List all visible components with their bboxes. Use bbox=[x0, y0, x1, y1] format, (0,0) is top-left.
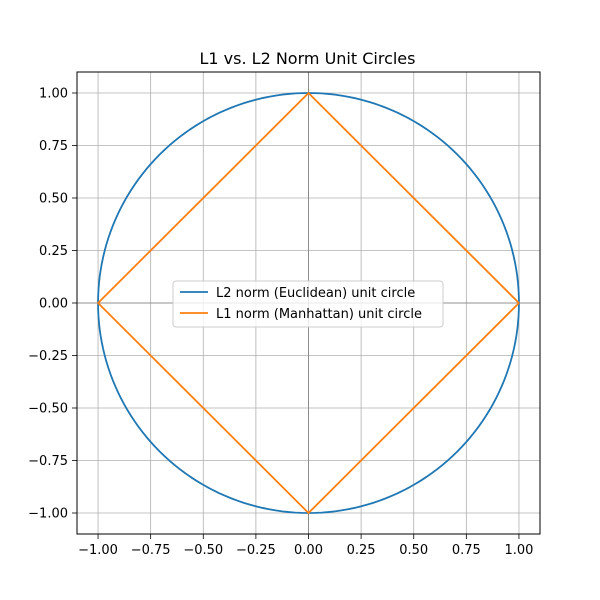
y-tick-label: 1.00 bbox=[39, 87, 68, 102]
y-tick-label: 0.75 bbox=[39, 139, 68, 154]
y-tick-label: 0.00 bbox=[39, 297, 68, 312]
x-tick-label: −0.50 bbox=[183, 543, 223, 558]
l1-unit-diamond-line bbox=[97, 92, 520, 514]
legend: L2 norm (Euclidean) unit circle L1 norm … bbox=[172, 280, 444, 328]
y-tick-label: 0.50 bbox=[39, 192, 68, 207]
y-tick-label: −0.75 bbox=[28, 454, 68, 469]
legend-label-l2: L2 norm (Euclidean) unit circle bbox=[216, 286, 415, 301]
y-tick-label: −0.25 bbox=[28, 349, 68, 364]
y-tick-label: 0.25 bbox=[39, 244, 68, 259]
y-tick-label: −1.00 bbox=[28, 507, 68, 522]
x-tick-label: −0.75 bbox=[131, 543, 171, 558]
legend-label-l1: L1 norm (Manhattan) unit circle bbox=[216, 307, 422, 322]
x-tick-label: −1.00 bbox=[78, 543, 118, 558]
x-tick-label: −0.25 bbox=[236, 543, 276, 558]
x-axis: −1.00 −0.75 −0.50 −0.25 0.00 0.25 0.50 0.75 1.00 bbox=[78, 534, 533, 558]
y-tick-label: −0.50 bbox=[28, 402, 68, 417]
x-tick-label: 1.00 bbox=[504, 543, 533, 558]
x-tick-label: 0.75 bbox=[452, 543, 481, 558]
x-tick-label: 0.25 bbox=[347, 543, 376, 558]
chart-title: L1 vs. L2 Norm Unit Circles bbox=[200, 49, 416, 68]
y-axis: −1.00 −0.75 −0.50 −0.25 0.00 0.25 0.50 0.75 1.00 bbox=[28, 87, 77, 522]
x-tick-label: 0.00 bbox=[294, 543, 323, 558]
series-layer bbox=[97, 92, 520, 514]
legend-frame bbox=[172, 280, 444, 328]
x-tick-label: 0.50 bbox=[399, 543, 428, 558]
